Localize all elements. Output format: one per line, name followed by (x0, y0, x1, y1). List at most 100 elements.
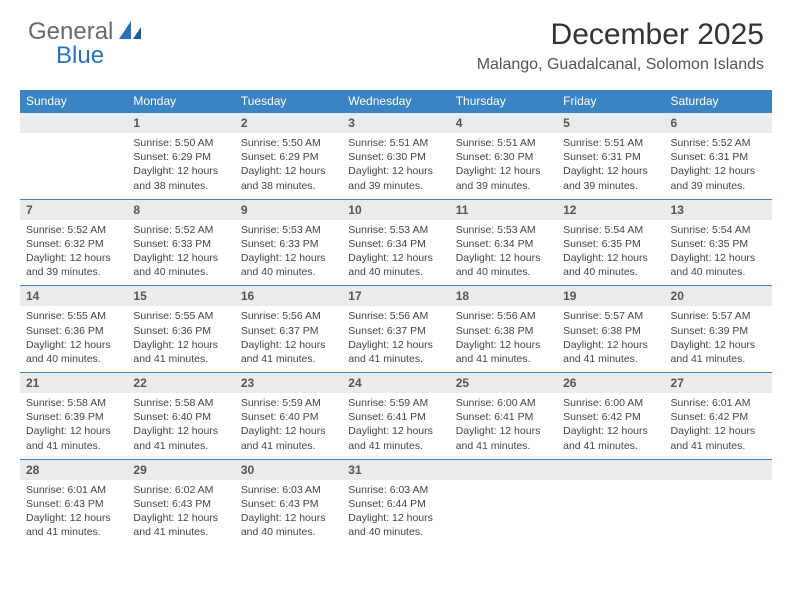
calendar-day-cell: 5Sunrise: 5:51 AMSunset: 6:31 PMDaylight… (557, 113, 664, 200)
day-number: 21 (20, 373, 127, 393)
day-detail-line: Sunrise: 5:58 AM (133, 396, 228, 410)
day-detail-line: Sunset: 6:29 PM (133, 150, 228, 164)
day-detail-line: and 41 minutes. (563, 439, 658, 453)
day-detail-line: and 40 minutes. (26, 352, 121, 366)
day-details: Sunrise: 5:54 AMSunset: 6:35 PMDaylight:… (665, 220, 772, 286)
day-details: Sunrise: 5:59 AMSunset: 6:41 PMDaylight:… (342, 393, 449, 459)
day-detail-line: Sunrise: 6:03 AM (241, 483, 336, 497)
day-details: Sunrise: 6:00 AMSunset: 6:42 PMDaylight:… (557, 393, 664, 459)
day-details: Sunrise: 6:02 AMSunset: 6:43 PMDaylight:… (127, 480, 234, 546)
day-detail-line: Sunset: 6:34 PM (348, 237, 443, 251)
day-detail-line: Sunrise: 5:57 AM (563, 309, 658, 323)
day-detail-line: Daylight: 12 hours (671, 424, 766, 438)
day-detail-line: Sunset: 6:31 PM (671, 150, 766, 164)
day-detail-line: Daylight: 12 hours (671, 164, 766, 178)
day-details: Sunrise: 5:58 AMSunset: 6:39 PMDaylight:… (20, 393, 127, 459)
day-detail-line: Sunrise: 6:01 AM (671, 396, 766, 410)
logo-blue-text: Blue (56, 42, 104, 70)
day-detail-line: and 38 minutes. (241, 179, 336, 193)
day-detail-line: Sunrise: 5:53 AM (348, 223, 443, 237)
day-number: 23 (235, 373, 342, 393)
day-detail-line: Sunrise: 5:53 AM (241, 223, 336, 237)
day-detail-line: Sunset: 6:43 PM (241, 497, 336, 511)
day-detail-line: Daylight: 12 hours (456, 251, 551, 265)
day-detail-line: Sunset: 6:42 PM (563, 410, 658, 424)
day-detail-line: Sunrise: 6:00 AM (456, 396, 551, 410)
day-detail-line: and 41 minutes. (26, 439, 121, 453)
day-detail-line: Sunrise: 5:59 AM (348, 396, 443, 410)
day-details (450, 480, 557, 489)
day-detail-line: Sunrise: 6:00 AM (563, 396, 658, 410)
day-detail-line: and 41 minutes. (133, 525, 228, 539)
day-detail-line: Daylight: 12 hours (348, 251, 443, 265)
day-detail-line: Daylight: 12 hours (456, 164, 551, 178)
day-detail-line: Sunset: 6:30 PM (348, 150, 443, 164)
day-detail-line: and 41 minutes. (671, 352, 766, 366)
day-detail-line: and 39 minutes. (26, 265, 121, 279)
day-detail-line: Sunrise: 5:50 AM (241, 136, 336, 150)
day-number: 30 (235, 460, 342, 480)
calendar-day-cell: 31Sunrise: 6:03 AMSunset: 6:44 PMDayligh… (342, 459, 449, 545)
day-detail-line: Sunset: 6:31 PM (563, 150, 658, 164)
day-detail-line: and 41 minutes. (26, 525, 121, 539)
calendar-week-row: 1Sunrise: 5:50 AMSunset: 6:29 PMDaylight… (20, 113, 772, 200)
day-detail-line: Daylight: 12 hours (133, 164, 228, 178)
day-detail-line: Daylight: 12 hours (241, 338, 336, 352)
day-detail-line: Sunset: 6:42 PM (671, 410, 766, 424)
day-detail-line: Daylight: 12 hours (456, 338, 551, 352)
day-detail-line: and 41 minutes. (133, 439, 228, 453)
day-detail-line: and 40 minutes. (133, 265, 228, 279)
day-number: 8 (127, 200, 234, 220)
page-header: General Blue December 2025 Malango, Guad… (0, 0, 792, 82)
day-detail-line: Daylight: 12 hours (671, 338, 766, 352)
calendar-empty-cell (450, 459, 557, 545)
day-detail-line: Sunrise: 5:52 AM (26, 223, 121, 237)
day-detail-line: and 41 minutes. (563, 352, 658, 366)
day-detail-line: and 41 minutes. (241, 439, 336, 453)
calendar-week-row: 7Sunrise: 5:52 AMSunset: 6:32 PMDaylight… (20, 199, 772, 286)
day-detail-line: Sunset: 6:37 PM (241, 324, 336, 338)
day-detail-line: and 41 minutes. (241, 352, 336, 366)
weekday-header: Sunday (20, 90, 127, 113)
day-number (557, 460, 664, 480)
day-detail-line: Daylight: 12 hours (241, 511, 336, 525)
day-detail-line: Sunrise: 6:03 AM (348, 483, 443, 497)
day-detail-line: Sunrise: 5:54 AM (671, 223, 766, 237)
day-number (665, 460, 772, 480)
calendar-day-cell: 14Sunrise: 5:55 AMSunset: 6:36 PMDayligh… (20, 286, 127, 373)
day-detail-line: Sunset: 6:40 PM (241, 410, 336, 424)
day-detail-line: Sunset: 6:40 PM (133, 410, 228, 424)
day-detail-line: and 40 minutes. (348, 265, 443, 279)
day-detail-line: Daylight: 12 hours (26, 338, 121, 352)
day-detail-line: Sunset: 6:38 PM (563, 324, 658, 338)
day-detail-line: Sunset: 6:43 PM (133, 497, 228, 511)
day-detail-line: Daylight: 12 hours (26, 511, 121, 525)
day-detail-line: Daylight: 12 hours (241, 164, 336, 178)
calendar-day-cell: 17Sunrise: 5:56 AMSunset: 6:37 PMDayligh… (342, 286, 449, 373)
day-details: Sunrise: 5:55 AMSunset: 6:36 PMDaylight:… (127, 306, 234, 372)
day-detail-line: and 39 minutes. (671, 179, 766, 193)
day-detail-line: Sunset: 6:37 PM (348, 324, 443, 338)
calendar-day-cell: 28Sunrise: 6:01 AMSunset: 6:43 PMDayligh… (20, 459, 127, 545)
day-detail-line: Daylight: 12 hours (456, 424, 551, 438)
day-detail-line: Daylight: 12 hours (348, 338, 443, 352)
calendar-day-cell: 10Sunrise: 5:53 AMSunset: 6:34 PMDayligh… (342, 199, 449, 286)
day-number: 15 (127, 286, 234, 306)
calendar-header-row: SundayMondayTuesdayWednesdayThursdayFrid… (20, 90, 772, 113)
day-number: 6 (665, 113, 772, 133)
calendar-empty-cell (665, 459, 772, 545)
day-details: Sunrise: 5:52 AMSunset: 6:31 PMDaylight:… (665, 133, 772, 199)
day-number: 20 (665, 286, 772, 306)
logo-sail-icon (117, 19, 143, 46)
day-details: Sunrise: 5:51 AMSunset: 6:30 PMDaylight:… (450, 133, 557, 199)
day-detail-line: Sunset: 6:38 PM (456, 324, 551, 338)
day-details: Sunrise: 5:57 AMSunset: 6:39 PMDaylight:… (665, 306, 772, 372)
day-number: 3 (342, 113, 449, 133)
day-details: Sunrise: 5:53 AMSunset: 6:34 PMDaylight:… (342, 220, 449, 286)
day-detail-line: and 40 minutes. (456, 265, 551, 279)
calendar-day-cell: 27Sunrise: 6:01 AMSunset: 6:42 PMDayligh… (665, 373, 772, 460)
calendar-day-cell: 7Sunrise: 5:52 AMSunset: 6:32 PMDaylight… (20, 199, 127, 286)
day-detail-line: Daylight: 12 hours (133, 424, 228, 438)
day-details: Sunrise: 5:56 AMSunset: 6:37 PMDaylight:… (235, 306, 342, 372)
day-detail-line: and 40 minutes. (241, 525, 336, 539)
